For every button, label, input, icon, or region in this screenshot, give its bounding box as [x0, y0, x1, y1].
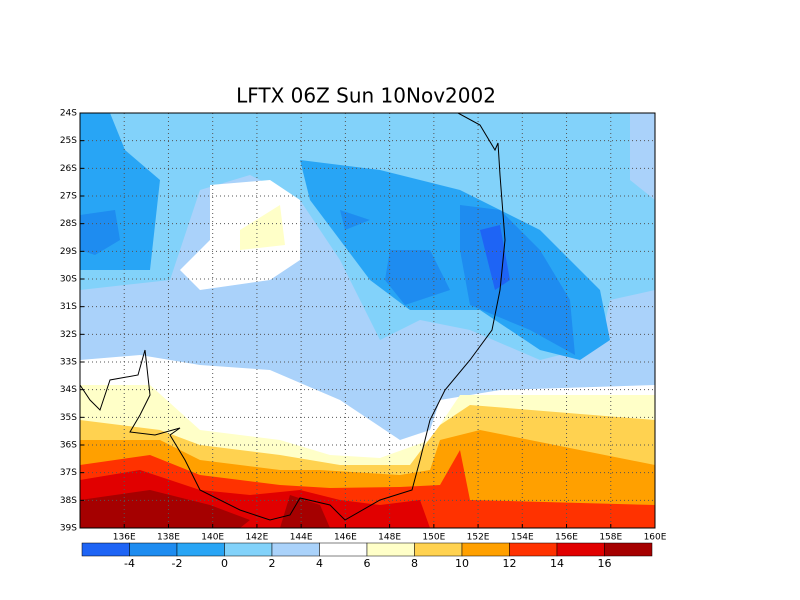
colorbar-box — [509, 542, 558, 557]
colorbar-box — [129, 542, 178, 557]
lat-label: 28S — [60, 219, 77, 229]
colorbar-label: 6 — [364, 557, 371, 570]
lon-label: 158E — [599, 533, 622, 543]
colorbar-label: -4 — [124, 557, 135, 570]
lon-label: 146E — [334, 533, 357, 543]
lat-label: 33S — [60, 358, 77, 368]
lat-label: 37S — [60, 468, 77, 478]
colorbar-label: 10 — [455, 557, 469, 570]
colorbar-box — [176, 542, 225, 557]
field-region — [80, 490, 250, 528]
colorbar-box — [366, 542, 415, 557]
lat-label: 31S — [60, 302, 77, 312]
lon-label: 160E — [644, 533, 667, 543]
lat-label: 30S — [60, 275, 77, 285]
colorbar-label: 2 — [269, 557, 276, 570]
lat-label: 32S — [60, 330, 77, 340]
colorbar-box — [271, 542, 320, 557]
colorbar-label: 4 — [316, 557, 323, 570]
lat-label: 24S — [60, 109, 77, 119]
map-title: LFTX 06Z Sun 10Nov2002 — [236, 84, 496, 108]
map-frame — [79, 112, 656, 529]
field-region — [280, 495, 330, 528]
lat-label: 35S — [60, 413, 77, 423]
lat-label: 27S — [60, 192, 77, 202]
colorbar-label: 16 — [598, 557, 612, 570]
axis-labels: 136E 138E 140E 142E 144E 146E 148E 150E 152E 154E… — [60, 109, 667, 543]
coastline — [80, 113, 506, 521]
field — [80, 113, 655, 528]
lat-label: 25S — [60, 136, 77, 146]
colorbar: -4 -2 0 2 4 6 8 10 12 14 16 — [81, 542, 653, 570]
colorbar-label: 14 — [550, 557, 564, 570]
lon-label: 150E — [422, 533, 445, 543]
colorbar-label: 0 — [221, 557, 228, 570]
lon-label: 138E — [157, 533, 180, 543]
lon-label: 154E — [511, 533, 534, 543]
colorbar-box — [604, 542, 653, 557]
lon-label: 144E — [290, 533, 313, 543]
colorbar-box — [224, 542, 273, 557]
colorbar-box — [556, 542, 605, 557]
lon-label: 148E — [378, 533, 401, 543]
lat-label: 36S — [60, 441, 77, 451]
colorbar-box — [319, 542, 368, 557]
lat-label: 38S — [60, 496, 77, 506]
field-region — [385, 250, 450, 305]
colorbar-box — [461, 542, 510, 557]
lon-label: 152E — [467, 533, 490, 543]
lon-label: 140E — [201, 533, 224, 543]
field-region — [80, 210, 120, 255]
lat-label: 39S — [60, 524, 77, 534]
lon-label: 142E — [245, 533, 268, 543]
lon-label: 136E — [113, 533, 136, 543]
field-region — [240, 205, 285, 250]
lat-label: 29S — [60, 247, 77, 257]
lat-label: 26S — [60, 164, 77, 174]
colorbar-label: 8 — [411, 557, 418, 570]
lon-label: 156E — [555, 533, 578, 543]
colorbar-label: 12 — [503, 557, 517, 570]
colorbar-box — [414, 542, 463, 557]
colorbar-label: -2 — [172, 557, 183, 570]
lat-label: 34S — [60, 385, 77, 395]
colorbar-box — [81, 542, 130, 557]
field-region — [480, 225, 510, 290]
field-region — [340, 210, 370, 230]
